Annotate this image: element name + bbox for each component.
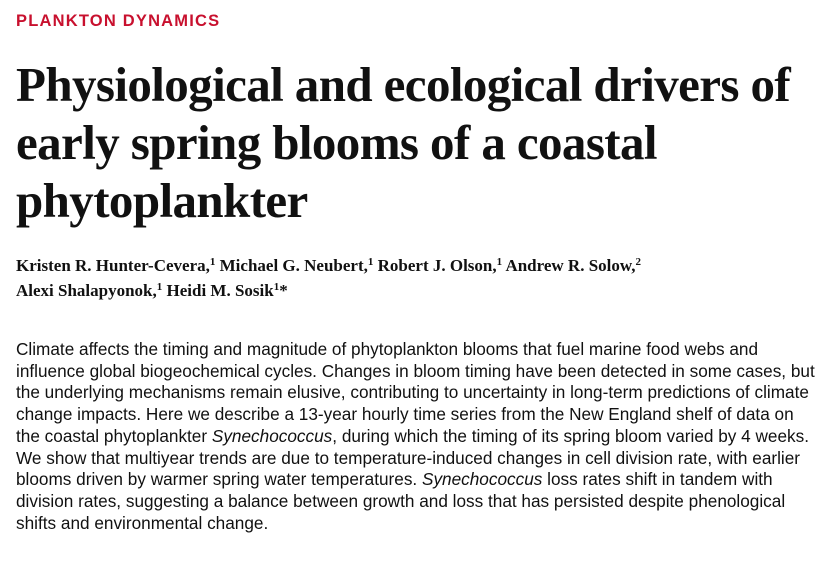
- affiliation-marker: 1: [496, 256, 503, 268]
- author: Andrew R. Solow,2: [505, 256, 641, 275]
- section-label: PLANKTON DYNAMICS: [16, 12, 221, 30]
- affiliation-marker: 1: [367, 256, 374, 268]
- author: Michael G. Neubert,1: [219, 256, 374, 275]
- species-name: Synechococcus: [421, 469, 543, 490]
- affiliation-marker: 1: [209, 256, 216, 268]
- author: Heidi M. Sosik1*: [166, 281, 288, 300]
- author-list: Kristen R. Hunter-Cevera,1 Michael G. Ne…: [16, 253, 816, 303]
- affiliation-marker: 2: [635, 256, 641, 268]
- corresponding-author-marker: *: [279, 281, 288, 300]
- affiliation-marker: 1: [273, 281, 280, 293]
- author: Alexi Shalapyonok,1: [16, 281, 163, 300]
- abstract: Climate affects the timing and magnitude…: [16, 339, 815, 533]
- species-name: Synechococcus: [211, 425, 333, 446]
- author: Kristen R. Hunter-Cevera,1: [16, 256, 216, 275]
- article-title: Physiological and ecological drivers of …: [16, 57, 791, 228]
- affiliation-marker: 1: [156, 281, 163, 293]
- author: Robert J. Olson,1: [377, 256, 503, 275]
